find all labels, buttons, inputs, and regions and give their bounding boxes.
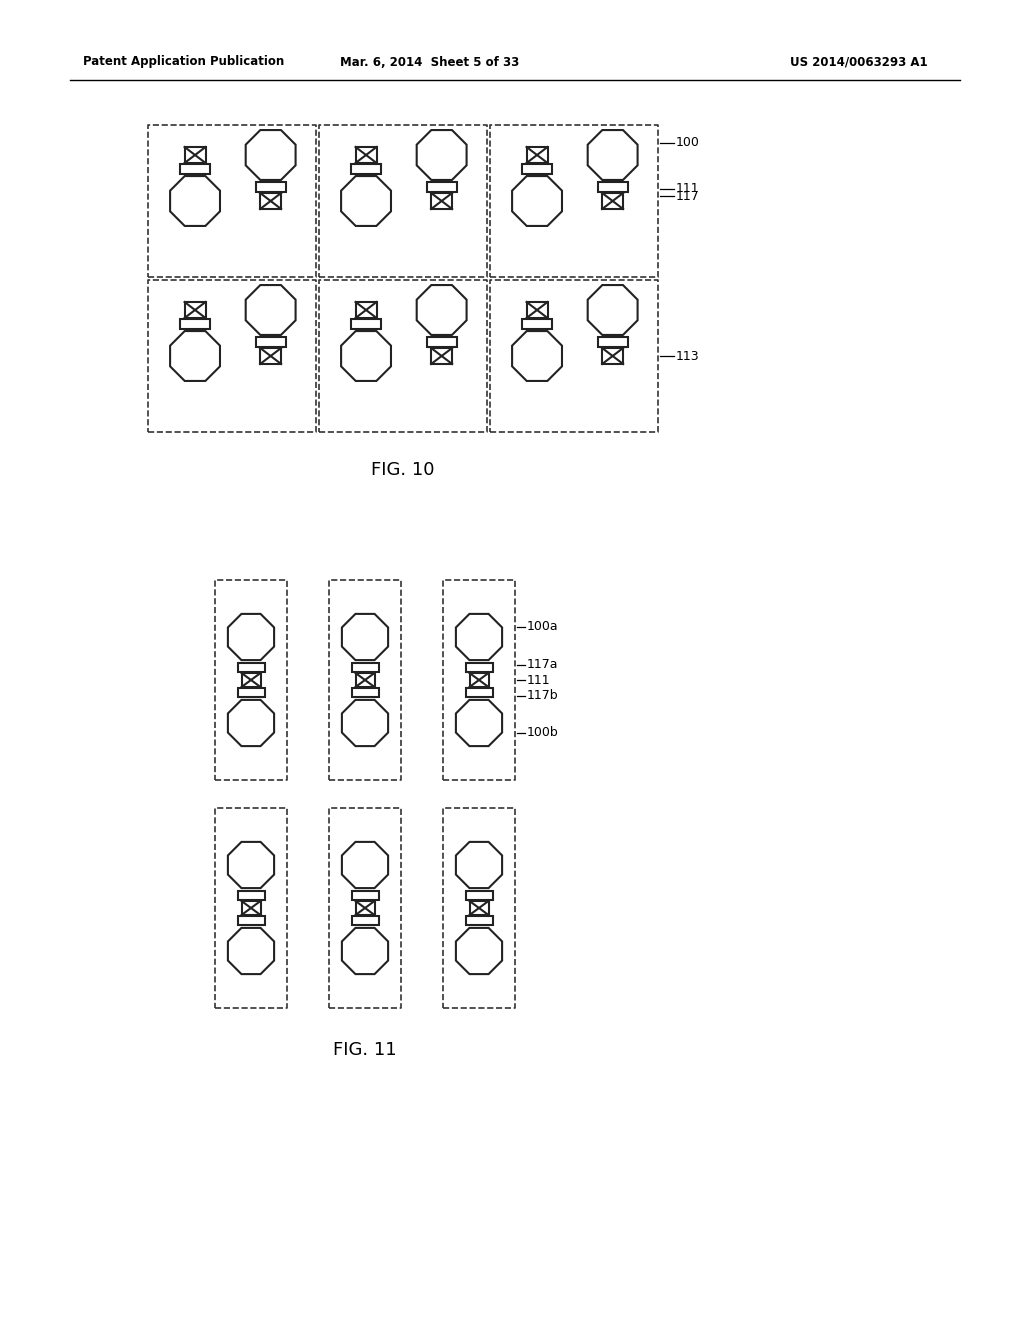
Bar [180,164,210,174]
Polygon shape [170,331,220,381]
Text: FIG. 10: FIG. 10 [372,461,435,479]
Polygon shape [456,928,502,974]
Text: 100: 100 [676,136,699,149]
Bar [602,348,624,364]
Polygon shape [228,700,274,746]
Polygon shape [228,614,274,660]
Bar [351,663,379,672]
Bar [355,902,375,915]
Text: 100a: 100a [527,620,559,634]
Text: 111: 111 [527,673,551,686]
Polygon shape [512,176,562,226]
Bar [351,688,379,697]
Bar [431,348,453,364]
Bar [355,147,377,162]
Polygon shape [512,331,562,381]
Bar [351,319,381,329]
Bar [526,147,548,162]
Polygon shape [342,700,388,746]
Text: 117: 117 [676,190,699,202]
Bar [184,147,206,162]
Bar [238,663,264,672]
Text: US 2014/0063293 A1: US 2014/0063293 A1 [790,55,928,69]
Bar [466,688,493,697]
Polygon shape [228,842,274,888]
Text: 111: 111 [676,182,699,195]
Text: 100b: 100b [527,726,559,739]
Polygon shape [341,176,391,226]
Polygon shape [342,928,388,974]
Bar [469,673,488,686]
Bar [466,891,493,900]
Bar [598,337,628,347]
Bar [427,337,457,347]
Text: 117b: 117b [527,689,559,702]
Text: Patent Application Publication: Patent Application Publication [83,55,285,69]
Text: 113: 113 [676,350,699,363]
Text: Mar. 6, 2014  Sheet 5 of 33: Mar. 6, 2014 Sheet 5 of 33 [340,55,519,69]
Bar [256,337,286,347]
Polygon shape [456,614,502,660]
Bar [242,902,260,915]
Polygon shape [342,614,388,660]
Polygon shape [456,842,502,888]
Bar [427,182,457,191]
Bar [351,164,381,174]
Polygon shape [246,285,296,335]
Bar [602,193,624,209]
Bar [260,348,282,364]
Bar [238,916,264,925]
Bar [466,916,493,925]
Polygon shape [588,131,638,180]
Polygon shape [417,285,467,335]
Polygon shape [417,131,467,180]
Polygon shape [341,331,391,381]
Bar [180,319,210,329]
Bar [351,916,379,925]
Bar [351,891,379,900]
Bar [469,902,488,915]
Bar [238,688,264,697]
Bar [260,193,282,209]
Bar [355,302,377,318]
Text: FIG. 11: FIG. 11 [333,1041,397,1059]
Bar [355,673,375,686]
Text: 117a: 117a [527,657,558,671]
Bar [598,182,628,191]
Bar [242,673,260,686]
Bar [522,164,552,174]
Bar [238,891,264,900]
Bar [526,302,548,318]
Polygon shape [228,928,274,974]
Polygon shape [588,285,638,335]
Bar [522,319,552,329]
Bar [184,302,206,318]
Bar [256,182,286,191]
Polygon shape [456,700,502,746]
Polygon shape [342,842,388,888]
Polygon shape [170,176,220,226]
Bar [466,663,493,672]
Polygon shape [246,131,296,180]
Bar [431,193,453,209]
